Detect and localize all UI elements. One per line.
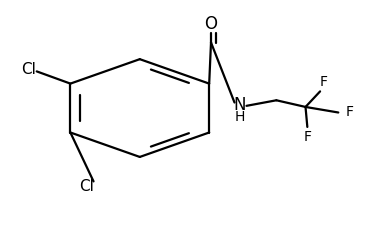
Text: Cl: Cl	[21, 62, 36, 77]
Text: F: F	[320, 76, 328, 90]
Text: F: F	[304, 130, 311, 144]
Text: N: N	[234, 96, 246, 114]
Text: F: F	[345, 106, 353, 119]
Text: Cl: Cl	[80, 180, 94, 194]
Text: H: H	[235, 110, 245, 124]
Text: O: O	[204, 15, 218, 33]
